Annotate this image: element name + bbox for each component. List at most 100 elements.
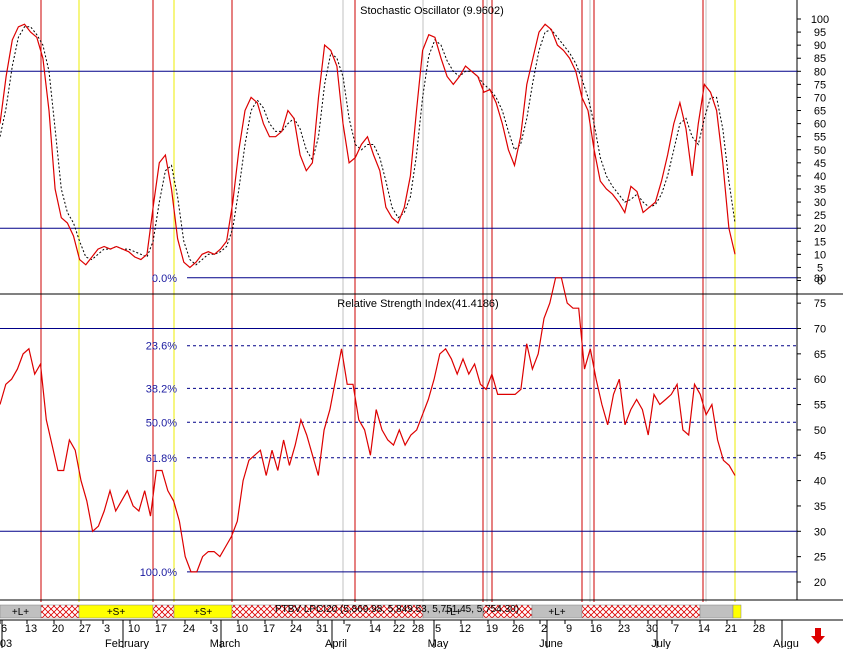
day-label: 24 <box>290 623 302 635</box>
rsi-tick-label: 80 <box>814 273 826 285</box>
day-label: 6 <box>1 623 7 635</box>
stochastic-title: Stochastic Oscillator (9.9602) <box>360 5 504 17</box>
rsi-tick-label: 60 <box>814 374 826 386</box>
day-label: 17 <box>155 623 167 635</box>
band-segment-9 <box>581 604 701 619</box>
day-label: 23 <box>618 623 630 635</box>
rsi-tick-label: 20 <box>814 577 826 589</box>
rsi-tick-label: 55 <box>814 400 826 412</box>
day-label: 28 <box>412 623 424 635</box>
rsi-tick-label: 40 <box>814 476 826 488</box>
band-label-8: +L+ <box>548 607 565 618</box>
day-label: 14 <box>698 623 710 635</box>
band-label-4: +S+ <box>194 607 213 618</box>
stoch-tick-label: 10 <box>814 249 826 261</box>
signal-band: +L+ +S+ +S+ +L+ +L+ <box>0 604 742 619</box>
band-label-6: +L+ <box>444 607 461 618</box>
stoch-tick-label: 70 <box>814 92 826 104</box>
month-label: June <box>539 638 563 649</box>
day-label: 30 <box>646 623 658 635</box>
month-label: May <box>428 638 449 649</box>
month-label: 03 <box>0 638 12 649</box>
band-segment-3 <box>152 604 175 619</box>
band-label-0: +L+ <box>12 607 29 618</box>
rsi-tick-label: 30 <box>814 526 826 538</box>
day-label: 20 <box>52 623 64 635</box>
day-label: 28 <box>753 623 765 635</box>
day-label: 14 <box>369 623 381 635</box>
stoch-tick-label: 5 <box>817 262 823 274</box>
band-segment-10 <box>699 604 734 619</box>
stoch-tick-label: 35 <box>814 184 826 196</box>
time-axis: 6 13 20 27 3 10 17 24 3 10 17 24 31 7 14 22 28 5 12 19 26 2 9 1… <box>0 619 843 650</box>
day-label: 12 <box>459 623 471 635</box>
day-label: 10 <box>128 623 140 635</box>
rsi-line <box>0 277 736 573</box>
stoch-tick-label: 65 <box>814 106 826 118</box>
stoch-tick-label: 75 <box>814 79 826 91</box>
day-label: 13 <box>25 623 37 635</box>
rsi-panel: 20 25 30 35 40 45 50 55 60 65 70 75 80 0.0% 23.6% 38.2%… <box>0 273 826 589</box>
band-segment-11 <box>732 604 742 619</box>
stoch-tick-label: 60 <box>814 119 826 131</box>
fib-label-3: 50.0% <box>146 417 177 429</box>
stoch-main-line <box>0 23 736 269</box>
fib-label-2: 38.2% <box>146 383 177 395</box>
stoch-tick-label: 30 <box>814 197 826 209</box>
stoch-tick-label: 40 <box>814 171 826 183</box>
rsi-tick-label: 65 <box>814 349 826 361</box>
day-label: 16 <box>590 623 602 635</box>
stoch-tick-label: 55 <box>814 132 826 144</box>
day-label: 26 <box>512 623 524 635</box>
fib-label-5: 100.0% <box>140 567 178 579</box>
day-label: 7 <box>673 623 679 635</box>
day-label: 2 <box>541 623 547 635</box>
stoch-tick-label: 15 <box>814 236 826 248</box>
stoch-tick-label: 50 <box>814 145 826 157</box>
day-label: 3 <box>104 623 110 635</box>
fib-label-1: 23.6% <box>146 341 177 353</box>
stoch-signal-line <box>0 26 736 266</box>
rsi-tick-label: 35 <box>814 501 826 513</box>
stoch-tick-label: 45 <box>814 158 826 170</box>
band-label-2: +S+ <box>107 607 126 618</box>
month-label: March <box>210 638 241 649</box>
rsi-tick-label: 50 <box>814 425 826 437</box>
day-label: 10 <box>236 623 248 635</box>
fib-label-0: 0.0% <box>152 273 177 285</box>
rsi-tick-label: 45 <box>814 450 826 462</box>
signal-band-caption: PTBV LPCI20 (5,869.98, 5,849.53, 5,751.4… <box>275 604 519 615</box>
rsi-tick-label: 70 <box>814 324 826 336</box>
day-label: 9 <box>566 623 572 635</box>
day-label: 5 <box>435 623 441 635</box>
day-label: 24 <box>183 623 195 635</box>
rsi-tick-label: 75 <box>814 298 826 310</box>
stoch-tick-label: 25 <box>814 210 826 222</box>
month-label: Augu <box>773 638 799 649</box>
day-label: 17 <box>263 623 275 635</box>
event-lines <box>40 0 736 602</box>
day-label: 19 <box>486 623 498 635</box>
stoch-tick-label: 80 <box>814 66 826 78</box>
rsi-tick-label: 25 <box>814 552 826 564</box>
day-label: 3 <box>212 623 218 635</box>
stoch-tick-label: 20 <box>814 223 826 235</box>
day-label: 7 <box>345 623 351 635</box>
day-label: 27 <box>79 623 91 635</box>
month-label: April <box>325 638 347 649</box>
stoch-tick-label: 95 <box>814 27 826 39</box>
stoch-tick-label: 90 <box>814 40 826 52</box>
rsi-title: Relative Strength Index(41.4186) <box>337 298 498 310</box>
down-arrow-icon[interactable] <box>811 628 825 644</box>
day-label: 31 <box>316 623 328 635</box>
stoch-tick-label: 0 <box>817 276 823 288</box>
month-label: February <box>105 638 150 649</box>
stoch-tick-label: 100 <box>811 14 829 26</box>
fib-label-4: 61.8% <box>146 453 177 465</box>
month-label: July <box>651 638 671 649</box>
day-label: 22 <box>393 623 405 635</box>
band-segment-1 <box>40 604 80 619</box>
stochastic-panel: 0510152025303540455055606570758085909510… <box>0 0 843 601</box>
